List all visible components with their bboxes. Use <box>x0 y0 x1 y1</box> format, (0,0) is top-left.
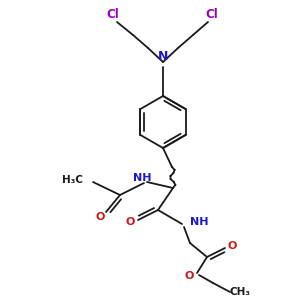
Text: Cl: Cl <box>206 8 218 20</box>
Text: NH: NH <box>133 173 151 183</box>
Text: O: O <box>227 241 237 251</box>
Text: O: O <box>125 217 135 227</box>
Text: N: N <box>158 50 168 62</box>
Text: CH₃: CH₃ <box>230 287 250 297</box>
Text: Cl: Cl <box>106 8 119 20</box>
Text: O: O <box>95 212 105 222</box>
Text: O: O <box>184 271 194 281</box>
Text: H₃C: H₃C <box>62 175 83 185</box>
Text: NH: NH <box>190 217 208 227</box>
